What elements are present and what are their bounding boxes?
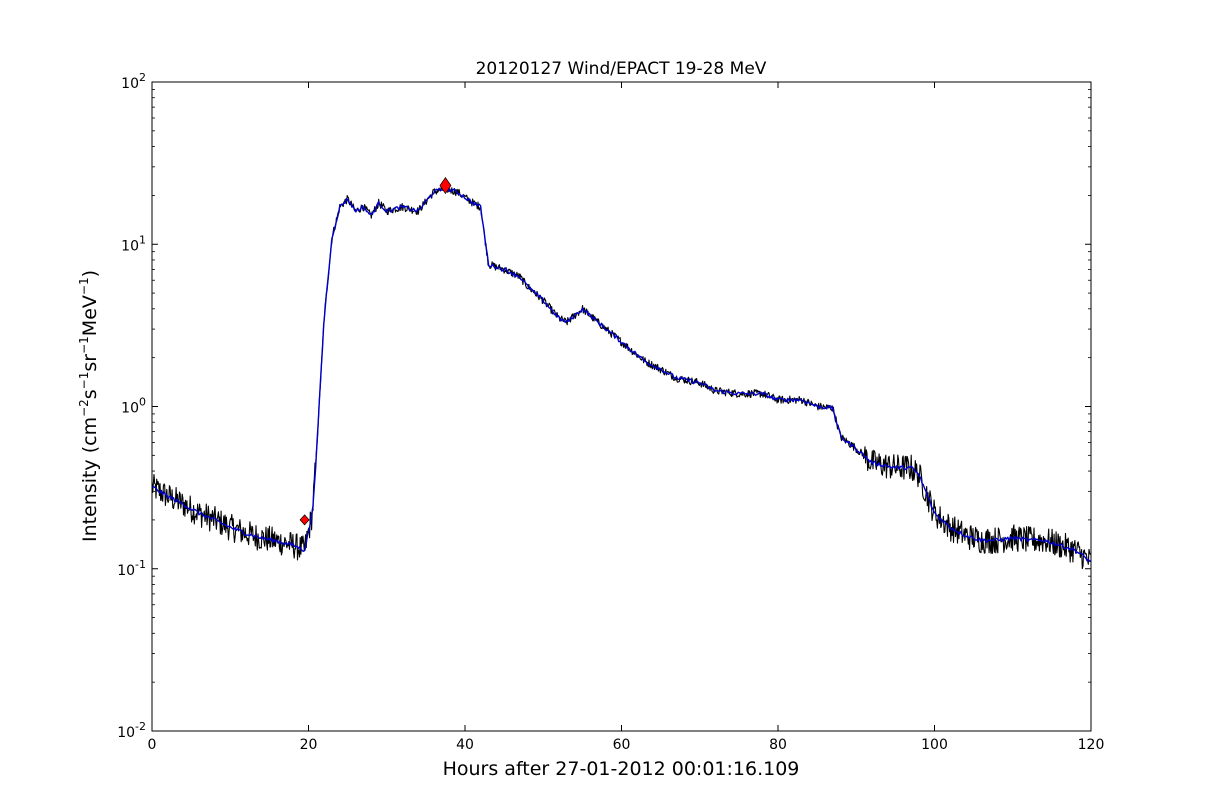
y-axis: 10-2 10-1 100 101 102: [117, 71, 1091, 741]
y-label-mid-2: sr: [79, 354, 101, 372]
y-tick-label: 100: [121, 396, 146, 417]
y-label-sup-2: −1: [77, 372, 91, 390]
plot-frame: [151, 81, 1092, 732]
y-tick-label: 10-2: [117, 720, 146, 741]
x-tick-label: 40: [456, 737, 474, 753]
x-tick-label: 80: [769, 737, 787, 753]
x-axis-label: Hours after 27-01-2012 00:01:16.109: [443, 758, 800, 780]
y-label-mid-3: MeV: [79, 295, 101, 336]
onset-marker: [299, 514, 310, 526]
series-layer: [151, 184, 1092, 570]
series-raw-line: [151, 184, 1092, 570]
x-tick-label: 0: [148, 737, 157, 753]
y-label-suffix: ): [79, 270, 101, 277]
x-axis: 0 20 40 60 80 100 120: [148, 82, 1105, 753]
x-tick-label: 60: [613, 737, 631, 753]
x-tick-label: 20: [300, 737, 318, 753]
series-smoothed-line: [151, 186, 1092, 563]
x-tick-label: 120: [1078, 737, 1105, 753]
plot-area: [151, 81, 1092, 732]
y-tick-label: 10-1: [117, 558, 146, 579]
y-tick-label: 101: [121, 233, 146, 254]
y-label-mid-1: s: [79, 389, 101, 399]
y-axis-label: Intensity (cm−2s−1sr−1MeV−1): [77, 270, 101, 542]
y-label-sup-4: −1: [77, 277, 91, 295]
y-label-sup-1: −2: [77, 399, 91, 417]
chart-title: 20120127 Wind/EPACT 19-28 MeV: [476, 59, 767, 79]
peak-marker: [439, 176, 452, 195]
x-tick-label: 100: [921, 737, 948, 753]
marker-layer: [299, 176, 452, 526]
y-tick-label: 102: [121, 71, 146, 92]
y-label-prefix: Intensity (cm: [79, 417, 101, 542]
y-label-sup-3: −1: [77, 336, 91, 354]
